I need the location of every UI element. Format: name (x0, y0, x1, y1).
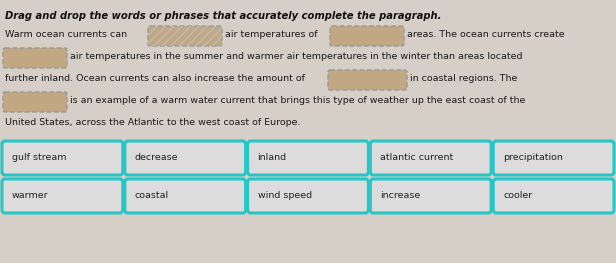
Text: inland: inland (257, 154, 286, 163)
FancyBboxPatch shape (493, 179, 614, 213)
FancyBboxPatch shape (370, 179, 491, 213)
Text: increase: increase (381, 191, 421, 200)
Text: cooler: cooler (503, 191, 532, 200)
FancyBboxPatch shape (248, 179, 368, 213)
FancyBboxPatch shape (330, 26, 404, 46)
Text: decrease: decrease (135, 154, 178, 163)
FancyBboxPatch shape (2, 179, 123, 213)
FancyBboxPatch shape (3, 48, 67, 68)
Text: gulf stream: gulf stream (12, 154, 67, 163)
Text: precipitation: precipitation (503, 154, 563, 163)
Text: atlantic current: atlantic current (381, 154, 453, 163)
Text: air temperatures of: air temperatures of (225, 30, 318, 39)
Text: coastal: coastal (135, 191, 169, 200)
Text: Warm ocean currents can: Warm ocean currents can (5, 30, 127, 39)
Text: Drag and drop the words or phrases that accurately complete the paragraph.: Drag and drop the words or phrases that … (5, 11, 442, 21)
Text: air temperatures in the summer and warmer air temperatures in the winter than ar: air temperatures in the summer and warme… (70, 52, 522, 61)
FancyBboxPatch shape (148, 26, 222, 46)
Text: wind speed: wind speed (257, 191, 312, 200)
FancyBboxPatch shape (370, 141, 491, 175)
Text: warmer: warmer (12, 191, 49, 200)
FancyBboxPatch shape (2, 141, 123, 175)
FancyBboxPatch shape (248, 141, 368, 175)
FancyBboxPatch shape (125, 179, 246, 213)
FancyBboxPatch shape (3, 92, 67, 112)
Text: is an example of a warm water current that brings this type of weather up the ea: is an example of a warm water current th… (70, 96, 525, 105)
FancyBboxPatch shape (125, 141, 246, 175)
Text: further inland. Ocean currents can also increase the amount of: further inland. Ocean currents can also … (5, 74, 305, 83)
FancyBboxPatch shape (328, 70, 407, 90)
FancyBboxPatch shape (493, 141, 614, 175)
Text: United States, across the Atlantic to the west coast of Europe.: United States, across the Atlantic to th… (5, 118, 301, 127)
Text: in coastal regions. The: in coastal regions. The (410, 74, 517, 83)
Text: areas. The ocean currents create: areas. The ocean currents create (407, 30, 565, 39)
